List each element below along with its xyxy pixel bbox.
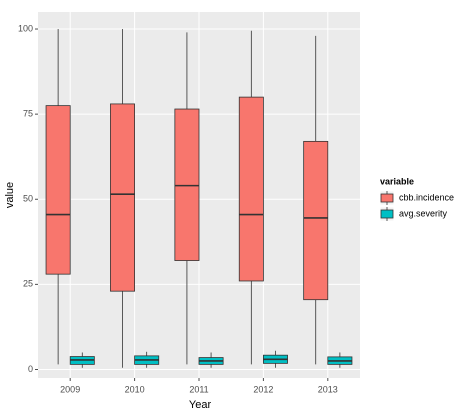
- y-tick-label: 75: [23, 109, 33, 119]
- x-tick-label: 2012: [253, 384, 273, 394]
- x-tick-label: 2011: [189, 384, 208, 394]
- x-tick-label: 2009: [60, 384, 80, 394]
- legend-label: avg.severity: [399, 208, 448, 218]
- y-tick-label: 50: [23, 194, 33, 204]
- legend-key: [380, 193, 394, 203]
- y-tick-label: 100: [18, 23, 33, 33]
- box: [174, 108, 200, 261]
- x-tick-label: 2010: [125, 384, 145, 394]
- box: [45, 105, 71, 275]
- legend-title: variable: [380, 176, 414, 186]
- legend-label: cbb.incidence: [399, 192, 454, 202]
- box: [238, 96, 264, 282]
- y-axis-title: value: [4, 182, 16, 208]
- box: [303, 140, 329, 301]
- legend-key: [380, 209, 394, 219]
- x-tick-label: 2013: [318, 384, 338, 394]
- y-tick-label: 25: [23, 279, 33, 289]
- y-tick-label: 0: [28, 364, 33, 374]
- x-axis-title: Year: [189, 399, 212, 411]
- box: [110, 103, 135, 292]
